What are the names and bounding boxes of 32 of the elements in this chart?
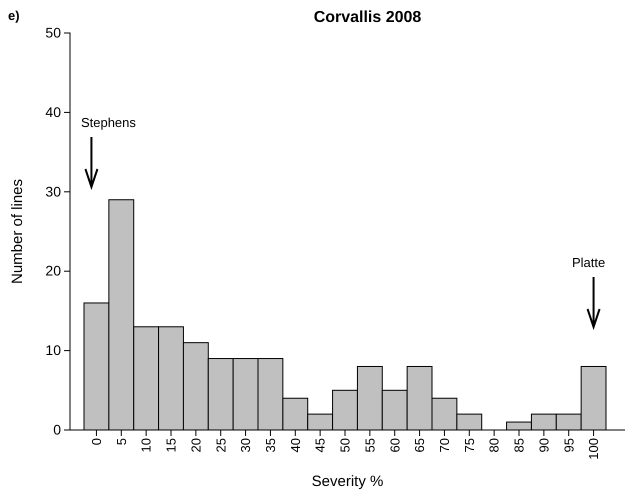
annotation: Platte [572,255,606,270]
x-tick-label: 90 [536,438,552,452]
y-tick-label: 50 [45,24,62,40]
annotation: Stephens [80,115,136,130]
x-tick-label: 75 [462,438,477,452]
x-tick-label: 0 [88,438,104,446]
x-tick-label: 60 [387,438,402,452]
x-tick-label: 10 [138,438,154,452]
x-tick-label: 85 [512,438,527,452]
x-tick-label: 55 [362,438,378,452]
x-tick-label: 20 [188,438,204,452]
x-tick-label: 65 [412,438,428,452]
x-tick-label: 35 [262,438,278,452]
y-axis-title: Number of lines [9,178,26,284]
x-tick-label: 40 [288,438,303,452]
text: e) [8,8,20,23]
x-tick-label: 5 [114,438,129,446]
y-tick-label: 10 [45,342,62,358]
x-tick-label: 50 [338,438,353,452]
y-tick-label: 20 [45,262,62,279]
x-tick-label: 15 [164,438,179,452]
y-tick-label: 30 [45,183,62,200]
x-tick-label: 25 [213,438,228,452]
x-axis-title: Severity % [312,473,384,490]
x-tick-label: 70 [436,438,452,452]
x-tick-label: 100 [586,438,602,460]
y-tick-label: 40 [45,104,62,120]
x-tick-label: 30 [238,438,254,452]
x-tick-label: 45 [312,438,328,452]
x-tick-label: 80 [486,438,502,452]
chart-title: Corvallis 2008 [314,9,422,26]
x-tick-label: 95 [561,438,576,452]
